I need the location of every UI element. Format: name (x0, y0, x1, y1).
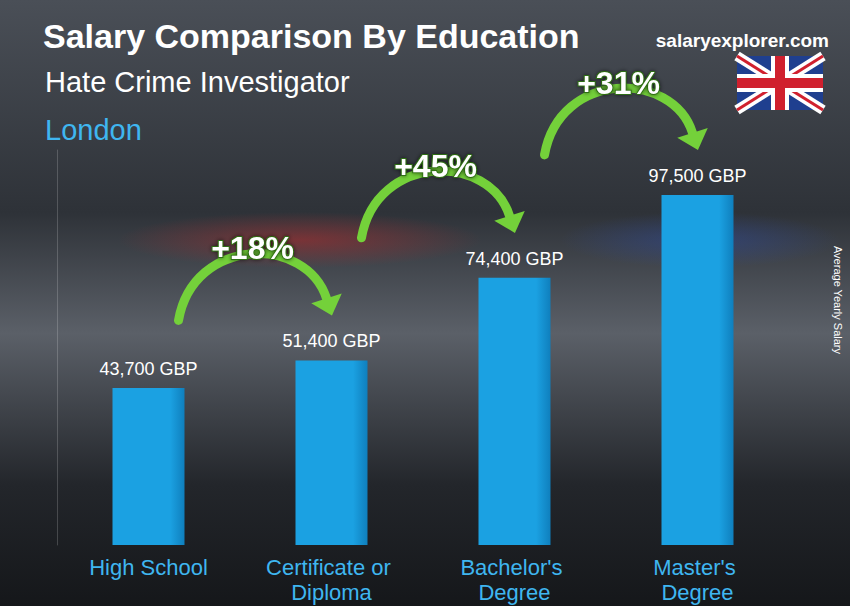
svg-text:Degree: Degree (478, 580, 550, 605)
svg-text:Master's: Master's (653, 555, 742, 580)
svg-text:salaryexplorer.com: salaryexplorer.com (656, 30, 829, 51)
svg-text:Salary Comparison By Education: Salary Comparison By Education (43, 17, 580, 55)
svg-text:74,400 GBP: 74,400 GBP (465, 249, 563, 269)
svg-text:Average Yearly Salary: Average Yearly Salary (832, 246, 844, 355)
svg-text:97,500 GBP: 97,500 GBP (648, 166, 746, 186)
svg-text:High School: High School (89, 555, 208, 580)
svg-text:43,700 GBP: 43,700 GBP (99, 359, 197, 379)
svg-text:+18%: +18% (211, 230, 294, 266)
svg-text:London: London (45, 114, 142, 146)
svg-text:51,400 GBP: 51,400 GBP (282, 331, 380, 351)
svg-text:Bachelor's: Bachelor's (460, 555, 568, 580)
svg-text:Degree: Degree (661, 580, 733, 605)
svg-text:Hate Crime Investigator: Hate Crime Investigator (45, 66, 350, 98)
svg-text:+31%: +31% (577, 65, 660, 101)
svg-text:Diploma: Diploma (291, 580, 372, 605)
svg-text:Certificate or: Certificate or (266, 555, 397, 580)
svg-text:+45%: +45% (394, 148, 477, 184)
